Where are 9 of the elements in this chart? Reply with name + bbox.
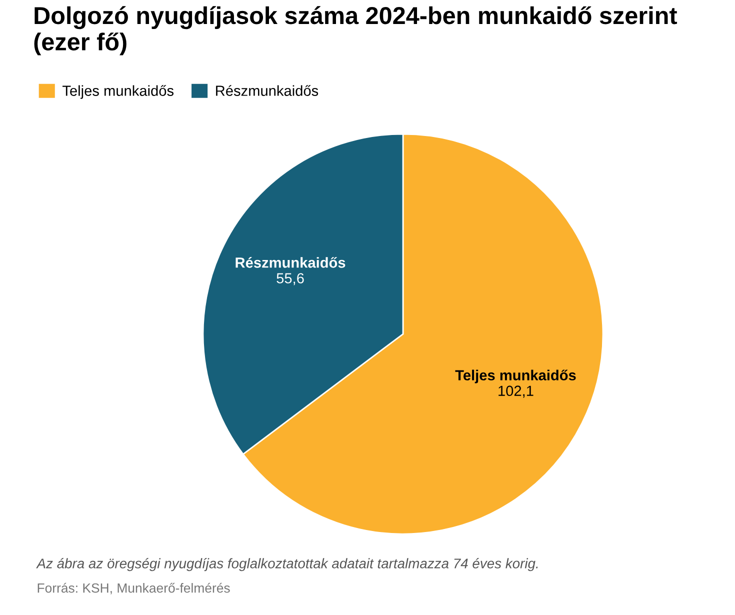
slice-label: Részmunkaidős	[236, 256, 346, 268]
data-label: 55,6	[276, 273, 304, 286]
legend-label: Teljes munkaidős	[62, 85, 174, 99]
chart-title: Dolgozó nyugdíjasok száma 2024-ben munkaidő szerint (ezer fő)	[34, 6, 678, 56]
text: Forrás: KSH, Munkaerő-felmérés	[38, 582, 230, 594]
legend-label: Részmunkaidős	[216, 85, 318, 96]
data-label: 102,1	[498, 386, 534, 398]
text: Az ábra az öregségi nyugdíjas foglalkoztatottak adatait tartalmazza 74 éves korig.	[36, 558, 538, 572]
slice-label: Teljes munkaidős	[455, 370, 576, 384]
